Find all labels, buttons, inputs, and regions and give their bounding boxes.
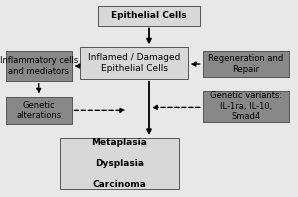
Text: Epithelial Cells: Epithelial Cells xyxy=(111,11,187,20)
FancyBboxPatch shape xyxy=(6,97,72,124)
FancyArrowPatch shape xyxy=(147,28,151,43)
Text: Metaplasia

Dysplasia

Carcinoma: Metaplasia Dysplasia Carcinoma xyxy=(91,138,147,189)
Text: Inflamed / Damaged
Epithelial Cells: Inflamed / Damaged Epithelial Cells xyxy=(88,53,180,73)
FancyArrowPatch shape xyxy=(76,64,80,68)
Text: Inflammatory cells
and mediators: Inflammatory cells and mediators xyxy=(0,56,78,76)
FancyBboxPatch shape xyxy=(6,51,72,81)
FancyBboxPatch shape xyxy=(203,51,289,77)
FancyBboxPatch shape xyxy=(60,138,179,189)
FancyArrowPatch shape xyxy=(153,105,200,109)
FancyArrowPatch shape xyxy=(37,84,41,92)
FancyBboxPatch shape xyxy=(80,47,188,79)
Text: Genetic variants:
IL-1ra, IL-10,
Smad4: Genetic variants: IL-1ra, IL-10, Smad4 xyxy=(210,91,282,121)
FancyArrowPatch shape xyxy=(192,62,200,66)
FancyArrowPatch shape xyxy=(147,82,151,133)
FancyBboxPatch shape xyxy=(98,6,200,26)
Text: Genetic
alterations: Genetic alterations xyxy=(16,101,61,120)
Text: Regeneration and
Repair: Regeneration and Repair xyxy=(208,54,283,74)
FancyBboxPatch shape xyxy=(203,91,289,122)
FancyArrowPatch shape xyxy=(74,108,124,112)
